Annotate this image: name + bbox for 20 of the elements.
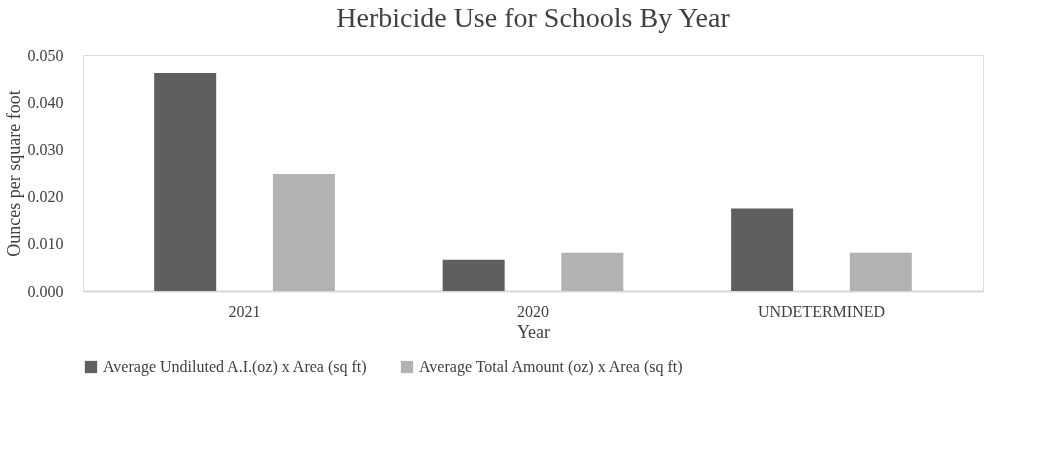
bar bbox=[561, 252, 624, 291]
y-tick-label: 0.030 bbox=[27, 140, 64, 158]
y-tick-label: 0.010 bbox=[27, 235, 64, 253]
bar bbox=[731, 208, 794, 291]
legend-label: Average Undiluted A.I.(oz) x Area (sq ft) bbox=[103, 358, 367, 376]
y-tick-label: 0.000 bbox=[27, 282, 64, 300]
bar bbox=[154, 72, 217, 291]
x-tick-label: 2021 bbox=[228, 302, 261, 320]
x-tick-label: 2020 bbox=[517, 302, 549, 320]
y-tick-label: 0.040 bbox=[27, 93, 64, 111]
y-tick-label: 0.020 bbox=[27, 188, 64, 206]
bar bbox=[442, 259, 505, 291]
bar bbox=[272, 173, 335, 291]
chart-title: Herbicide Use for Schools By Year bbox=[336, 2, 731, 33]
y-axis-title: Ounces per square foot bbox=[3, 90, 24, 257]
x-tick-label: UNDETERMINED bbox=[757, 302, 886, 320]
y-tick-label: 0.050 bbox=[27, 46, 64, 64]
bar bbox=[849, 252, 912, 291]
legend-label: Average Total Amount (oz) x Area (sq ft) bbox=[419, 358, 683, 376]
x-axis-title: Year bbox=[516, 321, 551, 342]
